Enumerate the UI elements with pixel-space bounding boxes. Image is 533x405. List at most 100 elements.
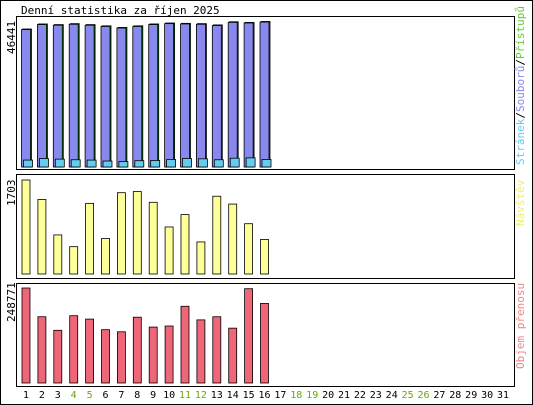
pages-bar — [150, 159, 161, 168]
day-label: 8 — [134, 390, 140, 401]
files-bar — [211, 25, 222, 168]
day-label: 5 — [87, 390, 93, 401]
day-label: 10 — [163, 390, 175, 401]
legend-files-label: Souborů — [514, 66, 527, 112]
pages-bar — [245, 157, 256, 168]
visits-bar — [148, 201, 158, 275]
volume-bar — [196, 319, 206, 384]
volume-bar — [228, 327, 238, 384]
day-label: 20 — [322, 390, 334, 401]
volume-bar — [132, 316, 142, 384]
day-label: 6 — [102, 390, 108, 401]
day-label: 7 — [118, 390, 124, 401]
day-label: 30 — [481, 390, 493, 401]
volume-bar — [260, 303, 269, 384]
pages-bar — [213, 159, 224, 168]
visits-y-max-label: 1703 — [5, 180, 18, 207]
pages-bar — [166, 159, 177, 168]
legend-hits-label: Přístupů — [514, 6, 527, 59]
visits-bar — [117, 192, 126, 275]
visits-bar — [132, 191, 142, 275]
visits-legend-label: Návštěv — [514, 179, 527, 226]
day-label: 25 — [402, 390, 414, 401]
volume-bar — [117, 331, 126, 384]
pages-bar — [70, 159, 81, 168]
traffic-y-max-label: 46441 — [5, 21, 18, 54]
day-label: 11 — [179, 390, 191, 401]
files-bar — [132, 26, 143, 168]
visits-bar — [53, 234, 63, 275]
volume-bar — [244, 288, 254, 384]
day-label: 23 — [370, 390, 382, 401]
volume-legend-label: Objem přenosu — [514, 283, 527, 369]
files-bar — [52, 24, 63, 168]
visits-bar — [244, 223, 254, 275]
day-label: 1 — [23, 390, 29, 401]
day-label: 24 — [386, 390, 398, 401]
pages-bar — [86, 159, 97, 168]
pages-bar — [134, 160, 145, 168]
day-label: 29 — [465, 390, 477, 401]
pages-bar — [197, 158, 208, 168]
volume-bar — [212, 316, 222, 384]
day-label: 17 — [274, 390, 286, 401]
files-bar — [100, 26, 111, 168]
files-bar — [148, 24, 159, 168]
visits-bar — [85, 202, 94, 275]
pages-bar — [23, 159, 33, 168]
day-label: 16 — [258, 390, 270, 401]
pages-bar — [39, 158, 49, 168]
chart-title: Denní statistika za říjen 2025 — [21, 4, 220, 17]
visits-bar — [260, 239, 269, 275]
traffic-legend-label: Stránek/Souborů/Přístupů — [514, 6, 527, 165]
day-axis-labels: 1 2 3 4 5 6 7 8 9 10 11 12 13 14 15 16 17 18 19 20 21 22 23 24 2… — [23, 390, 509, 401]
files-bar — [116, 27, 127, 168]
visits-bar — [69, 246, 79, 275]
day-label: 12 — [195, 390, 207, 401]
visits-bar — [196, 241, 206, 275]
volume-bar — [69, 315, 79, 384]
files-bar — [68, 23, 79, 168]
day-label: 22 — [354, 390, 366, 401]
files-bar — [227, 21, 238, 168]
volume-bar — [21, 287, 31, 384]
files-bar — [195, 23, 206, 168]
visits-panel — [16, 174, 515, 279]
volume-bar — [37, 316, 47, 384]
day-label: 2 — [39, 390, 45, 401]
visits-bar — [164, 226, 174, 275]
visits-bar — [37, 199, 47, 275]
pages-bar — [102, 160, 113, 168]
visits-bar — [101, 238, 110, 275]
pages-bar — [261, 159, 272, 168]
visits-bar — [21, 179, 31, 275]
day-label: 4 — [71, 390, 77, 401]
bar-marks — [21, 21, 272, 384]
volume-bar — [180, 305, 190, 384]
day-label: 9 — [150, 390, 156, 401]
files-bar — [180, 23, 190, 168]
volume-bar — [101, 329, 110, 384]
legend-pages-label: Stránek — [514, 118, 527, 165]
day-label: 26 — [417, 390, 429, 401]
pages-bar — [54, 158, 65, 168]
legend-separator: / — [514, 59, 527, 66]
pages-bar — [229, 157, 240, 168]
day-label: 3 — [55, 390, 61, 401]
visits-bar — [212, 195, 222, 275]
pages-bar — [182, 158, 192, 168]
files-bar — [21, 29, 31, 168]
files-bar — [164, 23, 175, 168]
files-bar — [84, 24, 95, 168]
day-label: 21 — [338, 390, 350, 401]
day-label: 13 — [211, 390, 223, 401]
legend-separator: / — [514, 112, 527, 119]
files-bar — [259, 21, 270, 168]
day-label: 28 — [449, 390, 461, 401]
volume-y-max-label: 248771 — [5, 282, 18, 322]
day-label: 14 — [227, 390, 239, 401]
visits-bar — [228, 203, 238, 275]
pages-bar — [118, 161, 129, 168]
volume-bar — [148, 326, 158, 384]
